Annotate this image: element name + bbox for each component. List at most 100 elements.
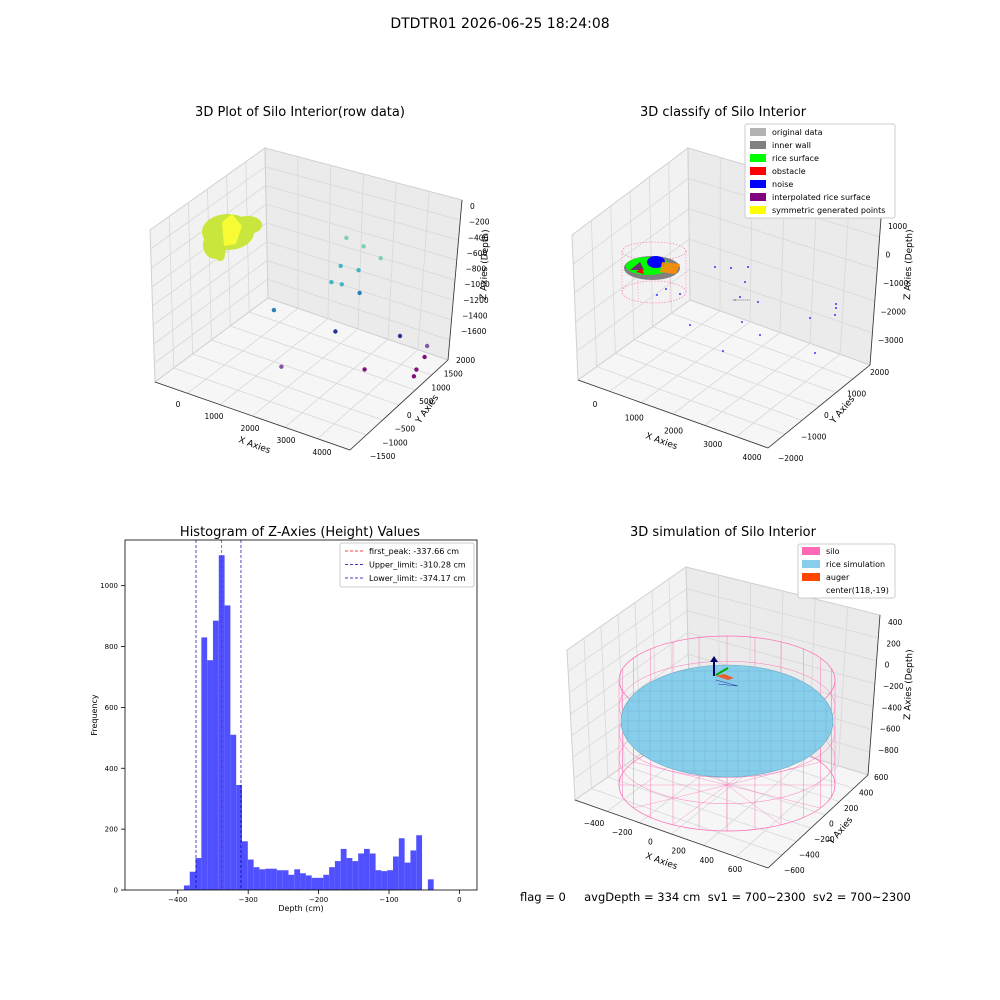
noise-point: [809, 317, 811, 319]
y-tick-label: 1000: [100, 582, 118, 590]
raw-surface-cluster: [202, 214, 262, 261]
panel3-title: Histogram of Z-Axies (Height) Values: [180, 525, 420, 540]
x-tick-label: 400: [700, 856, 715, 865]
noise-point: [741, 321, 743, 323]
hist-ylabel: Frequency: [90, 694, 99, 736]
z-tick-label: −1600: [461, 327, 487, 336]
silo-floor-spoke: [672, 784, 728, 825]
panel2-legend: original data inner wall rice surface obsta…: [744, 123, 896, 219]
histogram-bar: [212, 620, 219, 890]
y-tick-label: −400: [799, 851, 820, 860]
y-tick-label: 0: [114, 887, 118, 895]
histogram-bar: [381, 871, 388, 890]
y-tick-label: 1500: [444, 370, 463, 379]
z-tick-label: −1000: [464, 280, 490, 289]
noise-point: [665, 288, 667, 290]
y-tick-label: 400: [105, 765, 118, 773]
panel2-title: 3D classify of Silo Interior: [640, 105, 807, 120]
histogram-bar: [393, 856, 399, 890]
raw-surface-blob: [234, 216, 262, 234]
panel2-zlabel: Z Axies (Depth): [903, 229, 915, 300]
histogram-bar: [294, 869, 301, 890]
panel-raw-data: 3D Plot of Silo Interior(row data) 0 1000…: [149, 105, 491, 461]
figure-suptitle: DTDTR01 2026-06-25 18:24:08: [390, 16, 610, 32]
noise-point: [656, 294, 658, 296]
noise-point: [730, 267, 732, 269]
noise-point: [759, 334, 761, 336]
legend-label: Upper_limit: -310.28 cm: [369, 561, 466, 570]
legend-label: first_peak: -337.66 cm: [369, 547, 459, 556]
histogram-bar: [305, 875, 312, 890]
raw-data-point: [338, 263, 343, 269]
histogram-bar: [183, 885, 190, 890]
legend-label: rice surface: [772, 154, 819, 163]
x-tick-label: −300: [239, 896, 258, 904]
noise-point: [834, 314, 836, 316]
noise-point: [744, 281, 746, 283]
histogram-bar: [224, 605, 231, 890]
x-tick-label: 600: [728, 865, 743, 874]
original-data-point: [734, 299, 736, 301]
noise-point: [747, 266, 749, 268]
silo-wall-bottom: [621, 280, 687, 304]
histogram-bar: [230, 734, 237, 890]
histogram-bar: [375, 870, 382, 890]
panel1-title: 3D Plot of Silo Interior(row data): [195, 105, 405, 120]
noise-point: [689, 324, 691, 326]
histogram-bar: [317, 877, 324, 890]
noise-point: [714, 266, 716, 268]
legend-label: auger: [826, 573, 850, 582]
legend-label: Lower_limit: -374.17 cm: [369, 574, 466, 583]
legend-label: silo: [826, 547, 840, 556]
y-tick-label: −2000: [778, 454, 804, 463]
original-data-point: [739, 299, 741, 301]
histogram-bar: [300, 873, 306, 890]
raw-data-point: [357, 290, 362, 296]
original-data-point: [735, 299, 738, 301]
raw-data-point: [362, 367, 367, 372]
z-tick-label: 0: [885, 661, 890, 670]
original-data-point: [746, 299, 749, 301]
histogram-bar: [265, 868, 272, 890]
x-tick-label: 0: [176, 400, 181, 409]
original-data-point: [737, 299, 740, 301]
y-tick-label: 1000: [431, 383, 450, 392]
legend-label: center(118,-19): [826, 586, 889, 595]
histogram-bar: [346, 858, 353, 890]
y-tick-label: 0: [824, 411, 829, 420]
z-tick-label: −400: [468, 233, 489, 242]
y-tick-label: 400: [859, 789, 874, 798]
z-tick-label: −1400: [462, 311, 488, 320]
histogram-bar: [340, 848, 347, 890]
original-data-point: [743, 299, 745, 301]
y-tick-label: 800: [105, 643, 118, 651]
histogram-bar: [259, 869, 266, 890]
noise-point: [835, 303, 837, 305]
panel1-zlabel: Z Axies (Depth): [479, 229, 491, 300]
legend-label: obstacle: [772, 167, 806, 176]
symmetric-cluster: [660, 262, 680, 274]
legend-label: inner wall: [772, 141, 811, 150]
x-tick-label: 1000: [204, 412, 223, 421]
histogram-frame: [124, 539, 478, 891]
noise-point: [739, 296, 741, 298]
noise-point: [835, 307, 837, 309]
raw-surface-peak: [222, 214, 242, 246]
raw-data-point: [424, 343, 430, 349]
z-tick-label: −1000: [883, 279, 909, 288]
interpolated-cluster: [630, 262, 644, 270]
original-data-point: [732, 299, 734, 301]
x-tick-label: −200: [309, 896, 328, 904]
legend-swatch: [750, 206, 766, 214]
x-tick-label: −200: [612, 828, 633, 837]
legend-label: noise: [772, 180, 793, 189]
z-tick-label: −600: [467, 249, 488, 258]
x-tick-label: 4000: [742, 453, 761, 462]
x-tick-label: 0: [648, 837, 653, 846]
raw-data-point: [397, 333, 403, 339]
histogram-bar: [271, 868, 277, 890]
classified-silo: [621, 241, 687, 304]
x-tick-label: 200: [671, 847, 686, 856]
z-tick-label: −200: [883, 682, 904, 691]
x-tick-label: 1000: [625, 413, 644, 422]
